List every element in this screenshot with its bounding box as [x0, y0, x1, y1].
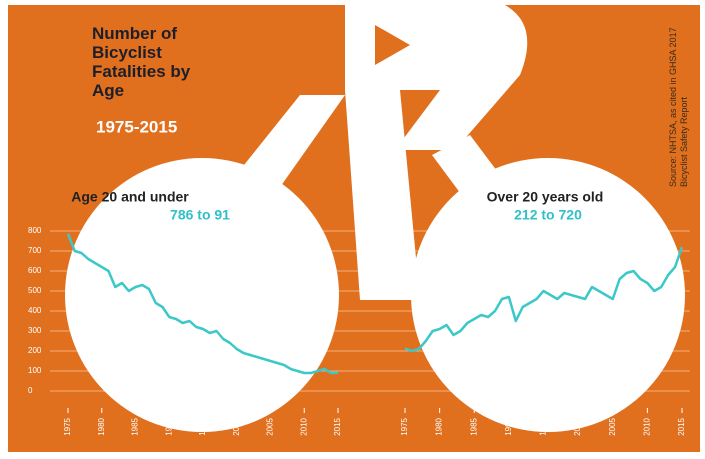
x-tick-label: 2010 [642, 417, 651, 435]
x-tick-label: 2015 [333, 417, 342, 435]
subtitle: 786 to 91 [170, 207, 230, 223]
x-tick-label: 2000 [573, 417, 582, 435]
y-tick-label: 500 [28, 286, 42, 295]
y-tick-label: 300 [28, 326, 42, 335]
y-tick-label: 200 [28, 346, 42, 355]
x-tick-label: 1985 [131, 417, 140, 435]
source: Source: NHTSA, as cited in GHSA 2017 Bic… [668, 12, 690, 187]
y-tick-label: 600 [28, 266, 42, 275]
x-tick-label: 2005 [266, 417, 275, 435]
annotation: Over 20 years old [487, 189, 604, 205]
x-tick-label: 1975 [63, 417, 72, 435]
x-tick-label: 1995 [539, 417, 548, 435]
y-tick-label: 800 [28, 226, 42, 235]
x-tick-label: 1975 [400, 417, 409, 435]
y-tick-label: 100 [28, 366, 42, 375]
x-tick-label: 2005 [608, 417, 617, 435]
page: 0 100 200 300 400 500 600 700 800 1975 1980 1985 19… [0, 0, 705, 459]
x-tick-label: 1980 [97, 417, 106, 435]
period: 1975-2015 [96, 117, 177, 136]
y-tick-label: 0 [28, 386, 33, 395]
title-box: Number of Bicyclist Fatalities by Age [92, 24, 222, 114]
x-tick-label: 1990 [164, 417, 173, 435]
subtitle: 212 to 720 [514, 207, 582, 223]
y-tick-label: 400 [28, 306, 42, 315]
x-tick-label: 1985 [469, 417, 478, 435]
x-tick-label: 2015 [677, 417, 686, 435]
x-tick-label: 2010 [299, 417, 308, 435]
infographic: 0 100 200 300 400 500 600 700 800 1975 1980 1985 19… [0, 0, 705, 459]
y-tick-label: 700 [28, 246, 42, 255]
x-tick-label: 2000 [232, 417, 241, 435]
x-tick-label: 1980 [435, 417, 444, 435]
chart-title: Number of Bicyclist Fatalities by Age [92, 24, 222, 100]
x-tick-label: 1990 [504, 417, 513, 435]
source-box: Source: NHTSA, as cited in GHSA 2017 Bic… [668, 12, 698, 187]
x-tick-label: 1995 [198, 417, 207, 435]
annotation: Age 20 and under [71, 189, 189, 205]
